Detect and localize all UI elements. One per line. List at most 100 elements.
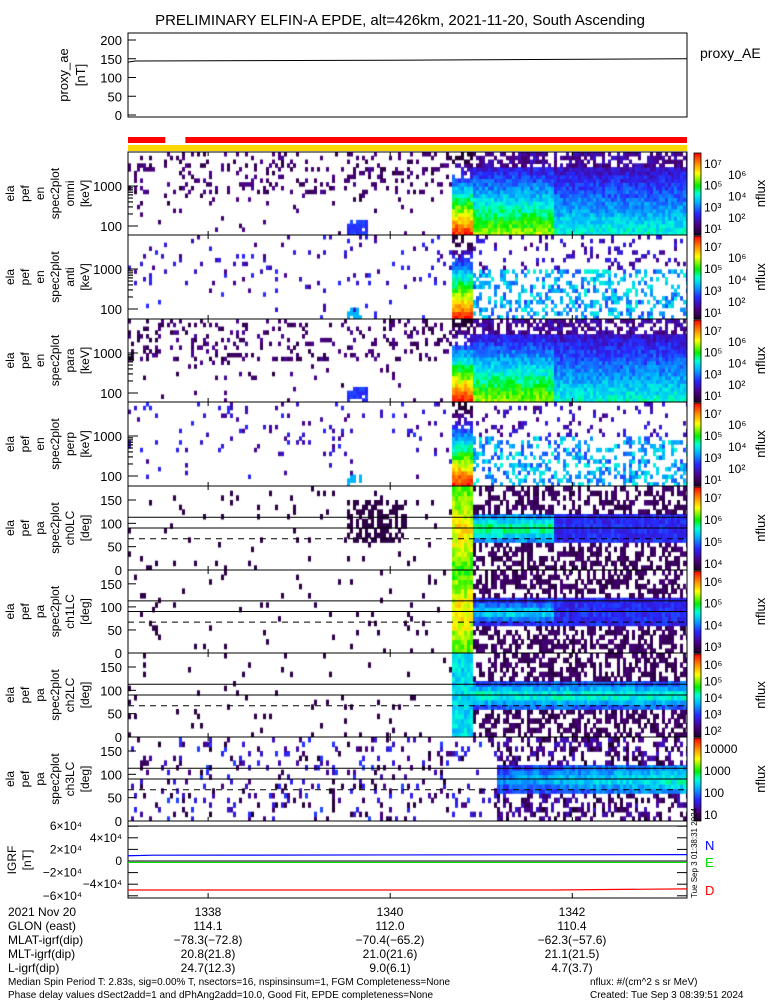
pa-ytick-label: 50 — [108, 540, 122, 555]
panel-ylabel: spec2plot — [48, 418, 62, 470]
panel-ylabel: spec2plot — [48, 334, 62, 386]
colorbar-pa3 — [693, 737, 702, 822]
colorbar-label: nflux — [753, 263, 768, 291]
panel-ylabel: pa — [33, 688, 47, 702]
panel-ylabel: en — [33, 437, 47, 450]
pa-ytick-label: 100 — [100, 683, 122, 698]
igrf-ytick-label: 6×10⁴ — [50, 819, 82, 833]
pa-ytick-label: 50 — [108, 623, 122, 638]
colorbar-tick-label: 10³ — [704, 708, 721, 722]
panel-ylabel: en — [33, 187, 47, 200]
footer-created: Created: Tue Sep 3 08:39:51 2024 — [590, 990, 744, 1000]
colorbar-para — [693, 319, 702, 403]
colorbar-tick-label: 10⁴ — [704, 557, 723, 571]
colorbar-tick-label: 10⁴ — [728, 357, 747, 371]
colorbar-label: nflux — [753, 430, 768, 458]
igrf-legend-N: N — [705, 838, 714, 853]
panel-ylabel: pef — [18, 184, 32, 201]
colorbar-label: nflux — [753, 514, 768, 542]
panel-ylabel: spec2plot — [48, 251, 62, 303]
igrf-ytick-label: −2×10⁴ — [43, 866, 82, 880]
colorbar-label: nflux — [753, 346, 768, 374]
colorbar-tick-label: 10⁷ — [704, 157, 722, 171]
proxy-ae-ytick-label: 0 — [115, 108, 122, 123]
colorbar-tick-label: 10⁴ — [704, 691, 723, 705]
pa-ytick-label: 100 — [100, 600, 122, 615]
colorbar-tick-label: 10 — [704, 808, 718, 822]
panel-ylabel: [keV] — [78, 180, 92, 207]
pa-ytick-label: 150 — [100, 577, 122, 592]
info-row-value: 1338 — [195, 905, 222, 919]
panel-ylabel: anti — [63, 267, 77, 286]
panel-ylabel: ch2LC — [63, 677, 77, 712]
proxy-ae-ytick-label: 200 — [100, 33, 122, 48]
plot-title: PRELIMINARY ELFIN-A EPDE, alt=426km, 202… — [155, 12, 645, 29]
colorbar-tick-label: 10⁶ — [728, 168, 746, 182]
igrf-line-N — [127, 854, 688, 857]
spectrogram-anti — [128, 235, 687, 319]
status-bar-red — [185, 137, 687, 143]
info-row-value: 20.8(21.8) — [181, 947, 236, 961]
energy-ytick-label: 1000 — [93, 262, 122, 277]
pa-ytick-label: 0 — [115, 730, 122, 745]
colorbar-tick-label: 10000 — [704, 742, 738, 756]
panel-ylabel: ela — [3, 185, 17, 201]
pa-ytick-label: 150 — [100, 493, 122, 508]
igrf-line-D — [128, 888, 688, 891]
panel-ylabel: ela — [3, 771, 17, 787]
energy-ytick-label: 1000 — [93, 429, 122, 444]
colorbar-tick-label: 10¹ — [704, 389, 721, 403]
panel-ylabel: ch0LC — [63, 510, 77, 545]
info-row-value: 1342 — [559, 905, 586, 919]
panel-ylabel: [keV] — [78, 263, 92, 290]
info-row-value: 21.1(21.5) — [545, 947, 600, 961]
igrf-ytick-label: 2×10⁴ — [50, 842, 82, 856]
panel-ylabel: pef — [18, 435, 32, 452]
panel-ylabel: spec2plot — [48, 669, 62, 721]
proxy-ae-frame — [127, 32, 688, 118]
pa-ytick-label: 150 — [100, 660, 122, 675]
info-row-label: GLON (east) — [8, 919, 76, 933]
colorbar-tick-label: 10⁶ — [704, 658, 722, 672]
colorbar-tick-label: 10³ — [704, 640, 721, 654]
igrf-ytick-label: −6×10⁴ — [43, 889, 82, 903]
panel-frame-omni — [127, 151, 688, 236]
colorbar-omni — [693, 152, 702, 236]
panel-ylabel: en — [33, 354, 47, 367]
colorbar-tick-label: 10⁴ — [728, 190, 747, 204]
panel-ylabel: ela — [3, 352, 17, 368]
panel-ylabel: pef — [18, 268, 32, 285]
status-bar-red — [128, 137, 166, 143]
colorbar-perp — [693, 402, 702, 487]
energy-ytick-label: 100 — [100, 386, 122, 401]
proxy-ae-ylabel: proxy_ae — [56, 48, 71, 101]
colorbar-tick-label: 10⁵ — [704, 675, 722, 689]
panel-ylabel: [keV] — [78, 347, 92, 374]
pa-ytick-label: 100 — [100, 767, 122, 782]
pa-ytick-label: 0 — [115, 814, 122, 829]
colorbar-tick-label: 10⁵ — [704, 262, 722, 276]
pa-ytick-label: 50 — [108, 707, 122, 722]
info-row-label: L-igrf(dip) — [8, 961, 59, 975]
colorbar-tick-label: 10² — [704, 724, 721, 738]
info-row-value: 4.7(3.7) — [551, 961, 592, 975]
info-row-label: MLAT-igrf(dip) — [8, 933, 83, 947]
colorbar-tick-label: 100 — [704, 786, 724, 800]
colorbar-tick-label: 10² — [728, 378, 745, 392]
panel-ylabel: spec2plot — [48, 753, 62, 805]
pa-ytick-label: 100 — [100, 516, 122, 531]
colorbar-tick-label: 10⁷ — [704, 240, 722, 254]
colorbar-label: nflux — [753, 179, 768, 207]
colorbar-pa2 — [693, 653, 702, 738]
pa-ytick-label: 0 — [115, 563, 122, 578]
colorbar-tick-label: 10⁷ — [704, 491, 722, 505]
info-row-label: MLT-igrf(dip) — [8, 947, 75, 961]
info-row-value: 9.0(6.1) — [369, 961, 410, 975]
energy-ytick-label: 100 — [100, 469, 122, 484]
footer-line2: Phase delay values dSect2add=1 and dPhAn… — [8, 990, 433, 1000]
proxy-ae-ytick-label: 100 — [100, 71, 122, 86]
panel-ylabel: ela — [3, 269, 17, 285]
proxy-ae-line — [127, 58, 688, 63]
pa-ytick-label: 50 — [108, 791, 122, 806]
